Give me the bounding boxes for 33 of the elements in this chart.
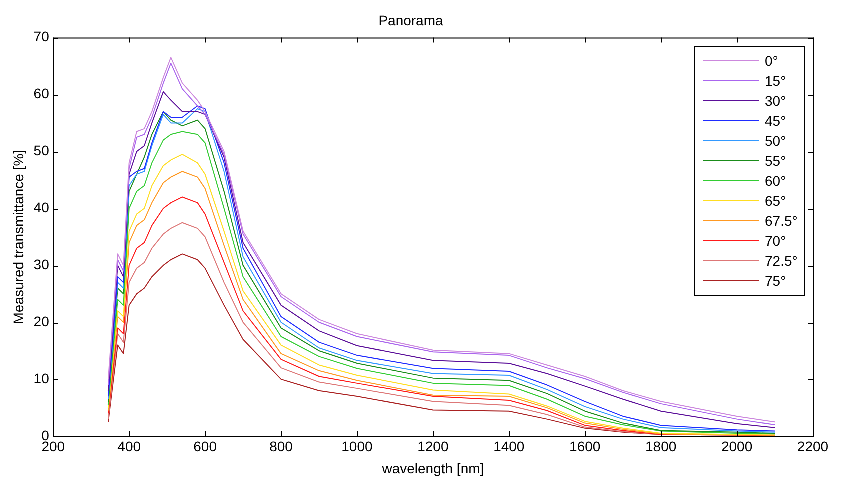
- legend-label: 67.5°: [765, 212, 798, 229]
- x-tick-label: 1400: [494, 438, 525, 455]
- x-tick-label: 600: [194, 438, 218, 455]
- y-tick-label: 40: [34, 199, 50, 216]
- x-tick-label: 1800: [645, 438, 677, 455]
- legend-label: 72.5°: [765, 252, 798, 269]
- legend-label: 0°: [765, 52, 778, 69]
- y-axis-title: Measured transmittance [%]: [10, 150, 26, 324]
- legend-label: 15°: [765, 72, 786, 89]
- x-tick-label: 400: [118, 438, 142, 455]
- x-tick-label: 800: [270, 438, 294, 455]
- y-tick-label: 60: [34, 86, 50, 102]
- legend-label: 45°: [765, 112, 786, 129]
- y-tick-label: 30: [34, 256, 50, 272]
- legend-label: 55°: [765, 152, 786, 169]
- legend-label: 70°: [765, 232, 786, 249]
- y-tick-label: 10: [34, 370, 50, 386]
- x-tick-label: 1000: [342, 438, 374, 455]
- y-tick-label: 0: [42, 427, 50, 444]
- legend-label: 60°: [765, 172, 786, 189]
- chart-title: Panorama: [378, 12, 444, 28]
- y-tick-label: 20: [34, 313, 50, 330]
- legend-label: 30°: [765, 92, 786, 109]
- legend-label: 65°: [765, 192, 786, 209]
- y-tick-label: 50: [34, 142, 50, 159]
- legend-label: 75°: [765, 272, 786, 289]
- x-tick-label: 1200: [418, 438, 449, 455]
- x-tick-label: 1600: [570, 438, 601, 455]
- legend-label: 50°: [765, 132, 786, 149]
- x-tick-label: 2200: [797, 438, 829, 455]
- x-tick-label: 2000: [721, 438, 753, 455]
- y-tick-label: 70: [34, 28, 50, 45]
- x-axis-title: wavelength [nm]: [381, 460, 484, 476]
